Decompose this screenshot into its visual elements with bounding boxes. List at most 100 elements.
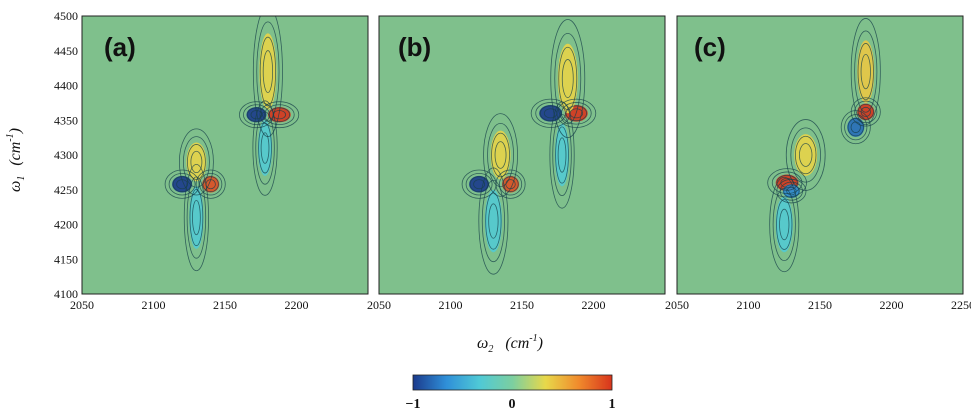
contour-b-3-3 — [570, 109, 583, 118]
y-tick-labels: 4100 4150 4200 4250 4300 4350 4400 4450 4500 — [54, 9, 78, 301]
contour-a-6-0 — [184, 164, 208, 270]
x-tick-a-0: 2050 — [70, 298, 94, 312]
contour-c-5-3 — [861, 54, 870, 88]
contour-b-0-1 — [466, 173, 492, 195]
colorbar: −1 0 1 — [406, 374, 616, 412]
svg-text:ω1(cm-1): ω1 (cm-1) — [5, 128, 27, 192]
y-tick-1: 4150 — [54, 252, 78, 266]
contour-b-4-1 — [488, 123, 514, 186]
contour-b-5-3 — [562, 59, 573, 97]
contour-c-2-2 — [848, 118, 863, 136]
y-axis-unit: (cm — [7, 142, 24, 166]
x-tick-c-1: 2100 — [737, 298, 761, 312]
contour-b-1-2 — [503, 177, 518, 192]
peak-c-6 — [775, 196, 793, 253]
y-axis-label: ω1 (cm-1) — [5, 128, 27, 192]
y-tick-5: 4350 — [54, 113, 78, 127]
contour-c-6-1 — [773, 188, 795, 260]
contour-c-3-0 — [851, 98, 880, 126]
contour-c-3-1 — [855, 101, 877, 123]
contour-c-5-2 — [858, 43, 873, 99]
y-tick-0: 4100 — [54, 287, 78, 301]
contour-a-4-1 — [183, 137, 209, 188]
plot-frame-c — [676, 15, 964, 295]
colorbar-mid-label: 0 — [509, 397, 516, 412]
contour-c-4-2 — [795, 136, 816, 174]
x-tick-labels-b: 2050 2100 2150 2200 — [367, 298, 606, 312]
plot-frame-a — [81, 15, 369, 295]
contour-a-7-3 — [261, 133, 269, 164]
contour-b-1-1 — [499, 173, 521, 195]
contour-c-6-3 — [780, 209, 789, 240]
y-axis-exp: -1 — [5, 133, 16, 141]
y-tick-2: 4200 — [54, 218, 78, 232]
x-tick-c-4: 2250 — [951, 298, 971, 312]
heatmap-layer-a — [172, 33, 291, 249]
peak-b-5 — [557, 43, 578, 114]
x-axis-symbol: ω — [477, 335, 488, 352]
x-axis-subscript: 2 — [488, 344, 493, 355]
contour-a-1-0 — [196, 170, 225, 198]
contour-c-5-0 — [851, 18, 880, 124]
peak-b-2 — [539, 104, 563, 122]
peak-b-1 — [501, 175, 520, 193]
contour-c-4-3 — [799, 144, 812, 167]
contour-c-2-1 — [845, 115, 867, 140]
contour-a-5-2 — [260, 37, 275, 106]
x-axis-label: ω2 (cm-1) — [477, 333, 543, 355]
y-tick-4: 4300 — [54, 148, 78, 162]
peak-a-5 — [259, 33, 277, 110]
contour-b-2-2 — [540, 106, 561, 121]
contour-b-5-0 — [551, 19, 585, 137]
contour-a-7-0 — [253, 101, 277, 196]
peak-a-3 — [267, 107, 291, 123]
y-tick-6: 4400 — [54, 79, 78, 93]
contour-b-2-1 — [536, 102, 566, 124]
y-tick-8: 4500 — [54, 9, 78, 23]
contour-a-4-0 — [179, 129, 213, 195]
contour-b-5-2 — [559, 47, 577, 110]
peak-b-4 — [490, 130, 511, 180]
contour-b-6-3 — [489, 204, 498, 238]
y-axis-close: ) — [7, 128, 24, 134]
contour-a-2-2 — [247, 108, 265, 122]
plot-background-b — [379, 16, 665, 294]
contour-c-0-0 — [768, 169, 807, 197]
peak-a-4 — [186, 142, 207, 182]
peak-a-0 — [172, 175, 193, 193]
contour-a-6-2 — [190, 189, 203, 245]
contour-a-4-2 — [187, 144, 205, 179]
x-tick-a-1: 2100 — [142, 298, 166, 312]
panel-label-c: (c) — [694, 32, 726, 62]
contour-b-7-0 — [550, 102, 574, 208]
plot-area-a — [82, 16, 368, 294]
x-tick-a-3: 2200 — [285, 298, 309, 312]
contour-a-6-1 — [187, 177, 206, 258]
colorbar-max-label: 1 — [609, 397, 616, 412]
x-tick-labels-a: 2050 2100 2150 2200 — [70, 298, 309, 312]
contour-c-1-3 — [787, 187, 796, 195]
contour-a-2-1 — [243, 105, 269, 125]
contour-b-0-3 — [474, 180, 485, 189]
contour-b-4-2 — [492, 133, 510, 177]
contour-b-6-1 — [482, 180, 504, 261]
contour-b-7-2 — [556, 127, 569, 183]
contour-a-6-3 — [192, 200, 200, 234]
panel-b: (b) 2050 2100 2150 2200 — [367, 15, 666, 312]
colorbar-min-label: −1 — [406, 397, 421, 412]
y-tick-3: 4250 — [54, 183, 78, 197]
x-axis-unit: (cm — [505, 335, 529, 352]
contour-c-5-1 — [855, 31, 877, 112]
x-axis-exp: -1 — [529, 333, 537, 344]
contour-a-3-0 — [260, 102, 299, 128]
peak-b-7 — [554, 123, 570, 187]
y-axis-symbol: ω — [7, 181, 24, 192]
x-tick-b-3: 2200 — [582, 298, 606, 312]
contour-c-3-3 — [861, 107, 870, 116]
peak-a-6 — [189, 186, 204, 249]
svg-text:ω2(cm-1): ω2 (cm-1) — [477, 333, 543, 355]
contour-b-4-0 — [484, 114, 518, 197]
x-tick-c-0: 2050 — [665, 298, 689, 312]
panel-c: (c) 2050 2100 2150 2200 2250 — [665, 15, 971, 312]
panel-a: (a) 4100 4150 4200 4250 4300 4350 4400 4450 4500… — [54, 9, 369, 312]
